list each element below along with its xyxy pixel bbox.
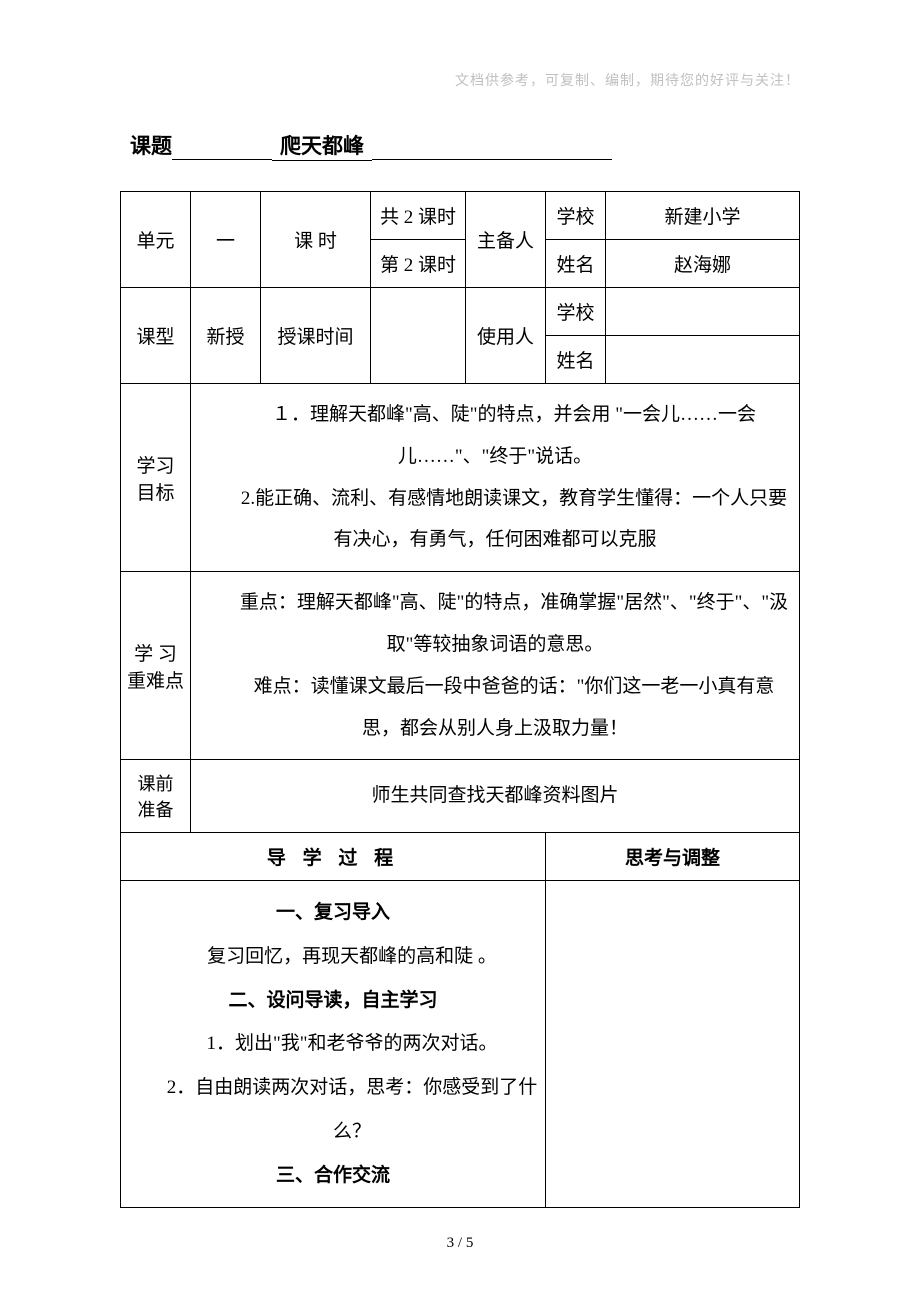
title-label: 课题 bbox=[130, 134, 172, 158]
lesson-info-table: 单元 一 课 时 共 2 课时 主备人 学校 新建小学 第 2 课时 姓名 赵海… bbox=[120, 191, 800, 1208]
teach-time-label: 授课时间 bbox=[261, 288, 371, 384]
page-container: 文档供参考，可复制、编制，期待您的好评与关注！ 课题 爬天都峰 单元 一 课 时… bbox=[0, 0, 920, 1248]
school-label-1: 学校 bbox=[546, 192, 606, 240]
unit-label: 单元 bbox=[121, 192, 191, 288]
section-1-head: 一、复习导入 bbox=[127, 891, 539, 935]
section-2-head: 二、设问导读，自主学习 bbox=[127, 979, 539, 1023]
section-2-line1: 1．划出"我"和老爷爷的两次对话。 bbox=[127, 1022, 539, 1066]
table-row: 一、复习导入 复习回忆，再现天都峰的高和陡 。 二、设问导读，自主学习 1．划出… bbox=[121, 881, 800, 1208]
section-1-line: 复习回忆，再现天都峰的高和陡 。 bbox=[127, 935, 539, 979]
prep-label: 课前 准备 bbox=[121, 760, 191, 833]
header-watermark: 文档供参考，可复制、编制，期待您的好评与关注！ bbox=[120, 70, 800, 90]
objective-text: １．理解天都峰"高、陡"的特点，并会用 "一会儿……一会儿……"、"终于"说话。… bbox=[191, 384, 800, 572]
title-value: 爬天都峰 bbox=[272, 130, 372, 161]
notes-content bbox=[546, 881, 800, 1208]
table-row: 课型 新授 授课时间 使用人 学校 bbox=[121, 288, 800, 336]
prep-text: 师生共同查找天都峰资料图片 bbox=[191, 760, 800, 833]
period-current: 第 2 课时 bbox=[371, 240, 466, 288]
preparer-school: 新建小学 bbox=[606, 192, 800, 240]
user-label: 使用人 bbox=[466, 288, 546, 384]
period-label: 课 时 bbox=[261, 192, 371, 288]
school-label-2: 学校 bbox=[546, 288, 606, 336]
section-2-line2: 2．自由朗读两次对话，思考：你感受到了什么？ bbox=[127, 1066, 539, 1153]
lesson-title-line: 课题 爬天都峰 bbox=[130, 130, 800, 161]
table-row: 学 习 重难点 重点：理解天都峰"高、陡"的特点，准确掌握"居然"、"终于"、"… bbox=[121, 572, 800, 760]
section-3-head: 三、合作交流 bbox=[127, 1154, 539, 1198]
table-row: 课前 准备 师生共同查找天都峰资料图片 bbox=[121, 760, 800, 833]
user-school bbox=[606, 288, 800, 336]
preparer-label: 主备人 bbox=[466, 192, 546, 288]
keypoint-text: 重点：理解天都峰"高、陡"的特点，准确掌握"居然"、"终于"、"汲取"等较抽象词… bbox=[191, 572, 800, 760]
preparer-name: 赵海娜 bbox=[606, 240, 800, 288]
objective-label: 学习 目标 bbox=[121, 384, 191, 572]
process-content: 一、复习导入 复习回忆，再现天都峰的高和陡 。 二、设问导读，自主学习 1．划出… bbox=[121, 881, 546, 1208]
teach-time-value bbox=[371, 288, 466, 384]
type-value: 新授 bbox=[191, 288, 261, 384]
unit-value: 一 bbox=[191, 192, 261, 288]
process-header: 导 学 过 程 bbox=[121, 833, 546, 881]
table-row: 学习 目标 １．理解天都峰"高、陡"的特点，并会用 "一会儿……一会儿……"、"… bbox=[121, 384, 800, 572]
table-row: 单元 一 课 时 共 2 课时 主备人 学校 新建小学 bbox=[121, 192, 800, 240]
title-blank-right bbox=[372, 134, 612, 160]
name-label-2: 姓名 bbox=[546, 336, 606, 384]
keypoint-label: 学 习 重难点 bbox=[121, 572, 191, 760]
name-label-1: 姓名 bbox=[546, 240, 606, 288]
period-total: 共 2 课时 bbox=[371, 192, 466, 240]
title-blank-left bbox=[172, 134, 272, 160]
page-footer: 3 / 5 bbox=[0, 1235, 920, 1252]
notes-header: 思考与调整 bbox=[546, 833, 800, 881]
type-label: 课型 bbox=[121, 288, 191, 384]
table-row: 导 学 过 程 思考与调整 bbox=[121, 833, 800, 881]
user-name bbox=[606, 336, 800, 384]
